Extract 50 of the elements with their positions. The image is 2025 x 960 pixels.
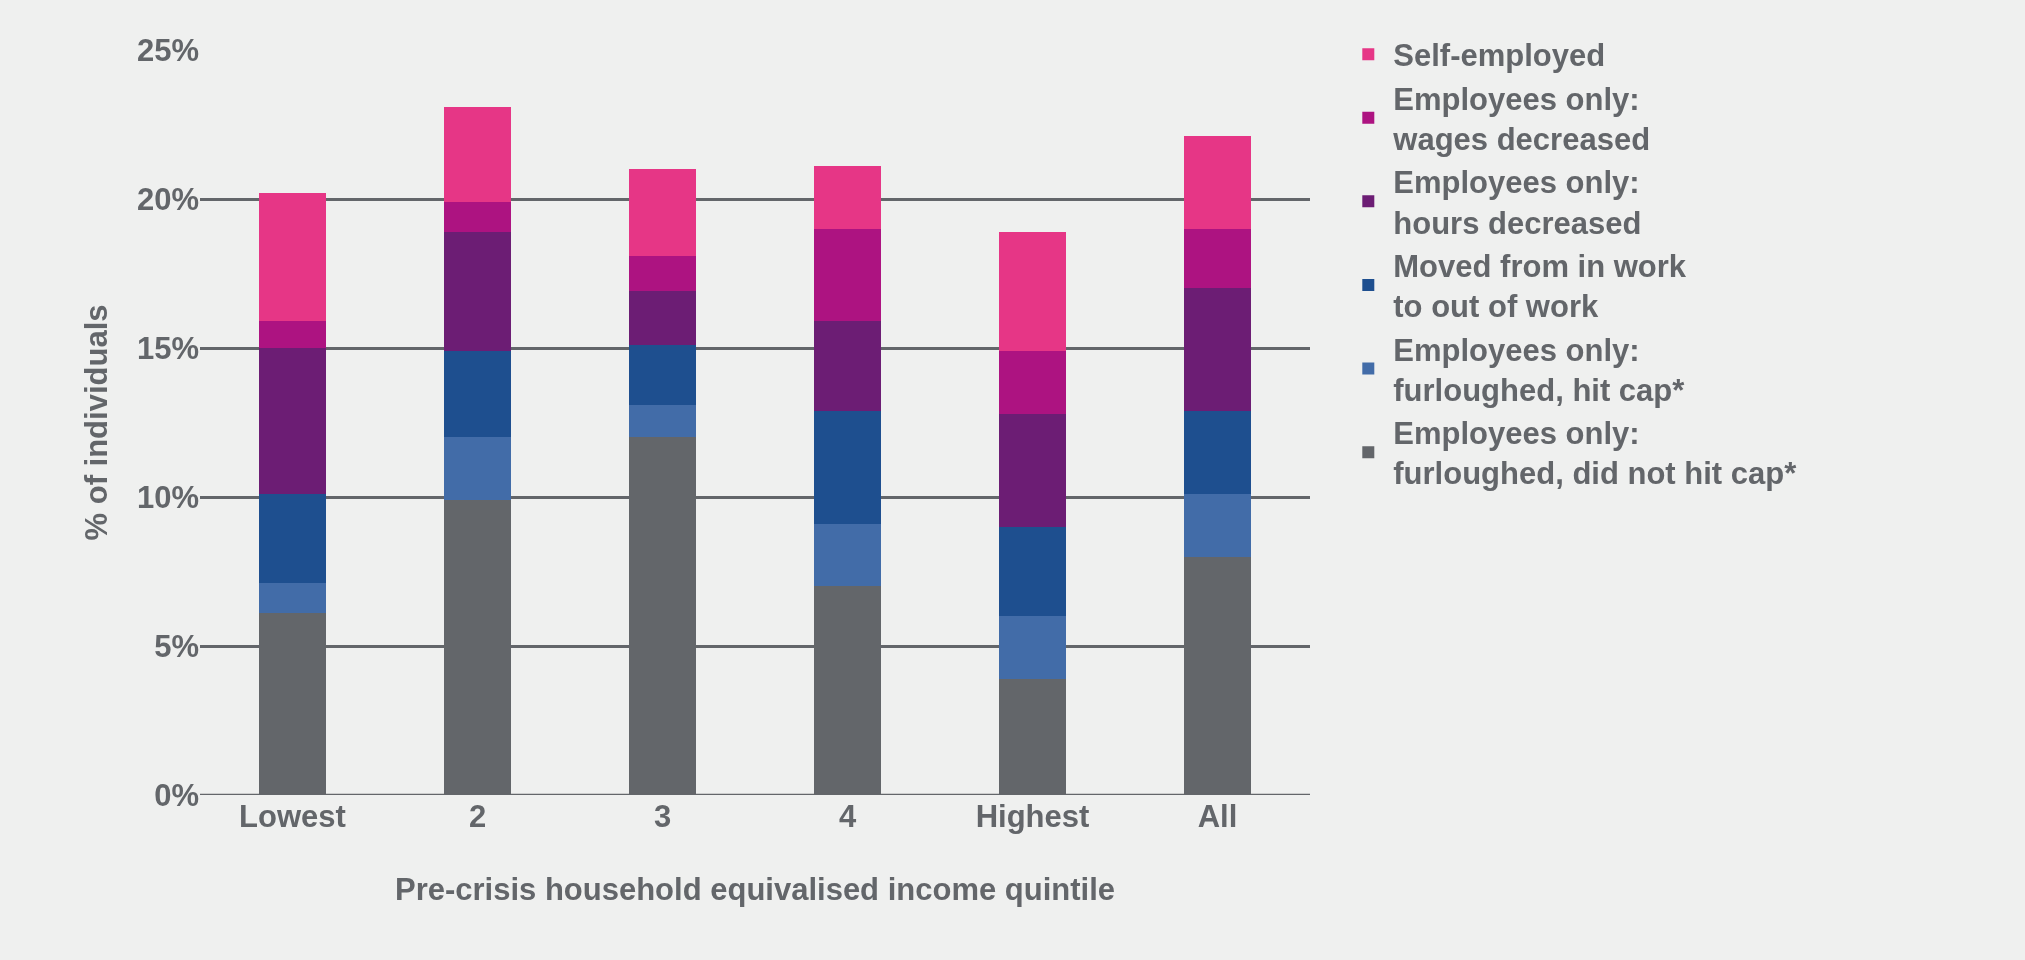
- legend-label: Moved from in work to out of work: [1393, 248, 1687, 325]
- bar: [1184, 494, 1251, 557]
- x-tick-label: Lowest: [239, 799, 346, 834]
- bar: [629, 404, 696, 438]
- bar: [259, 583, 326, 614]
- x-tick-label: All: [1197, 799, 1238, 834]
- y-tick-label: 10%: [136, 479, 199, 515]
- bar: [999, 616, 1066, 679]
- bar: [814, 321, 881, 411]
- bar: [444, 106, 511, 202]
- x-tick-label: Highest: [975, 799, 1090, 834]
- y-tick-label: 5%: [154, 628, 199, 664]
- bar: [629, 169, 696, 256]
- bar: [259, 193, 326, 322]
- bar: [444, 350, 511, 438]
- bar: [629, 345, 696, 405]
- bar: [999, 350, 1066, 414]
- x-tick-label: 4: [838, 799, 857, 834]
- x-axis-title: Pre-crisis household equivalised income quintile: [394, 872, 1116, 908]
- bar: [444, 231, 511, 351]
- y-axis-title: % of individuals: [78, 304, 114, 541]
- y-tick-label: 20%: [136, 181, 199, 217]
- bar: [999, 526, 1066, 617]
- y-tick-label: 25%: [136, 32, 199, 68]
- bar: [259, 348, 326, 495]
- bar: [814, 523, 881, 587]
- y-tick-label: 0%: [154, 777, 199, 813]
- legend-label: Employees only: hours decreased: [1393, 165, 1642, 241]
- bar: [1184, 288, 1251, 411]
- x-tick-label: 2: [468, 799, 487, 834]
- bar: [999, 413, 1066, 527]
- bar: [629, 291, 696, 346]
- bar: [814, 410, 881, 524]
- bar: [999, 231, 1066, 351]
- bar: [444, 201, 511, 232]
- bar: [444, 437, 511, 500]
- x-tick-label: 3: [653, 799, 672, 834]
- legend-label: Self-employed: [1393, 38, 1606, 74]
- bar: [629, 255, 696, 292]
- legend-label: Employees only: wages decreased: [1392, 81, 1651, 157]
- bar: [1184, 136, 1251, 229]
- bar: [1184, 410, 1251, 495]
- bar: [259, 494, 326, 584]
- legend-label: Employees only: furloughed, did not hit cap*: [1393, 416, 1798, 492]
- bar: [814, 228, 881, 322]
- bar: [259, 321, 326, 348]
- bar: [814, 166, 881, 229]
- legend-label: Employees only: furloughed, hit cap*: [1393, 332, 1686, 408]
- bar: [1184, 228, 1251, 289]
- y-tick-label: 15%: [136, 330, 199, 366]
